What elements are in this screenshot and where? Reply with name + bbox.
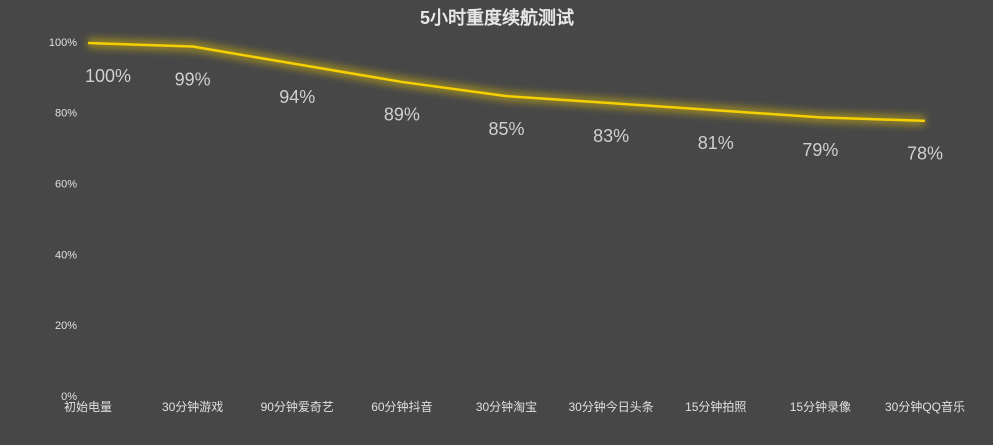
x-tick-label: 15分钟拍照 — [685, 399, 746, 414]
chart-title: 5小时重度续航测试 — [420, 7, 574, 28]
x-tick-label: 30分钟淘宝 — [476, 399, 537, 414]
value-label: 89% — [384, 105, 420, 125]
x-tick-label: 90分钟爱奇艺 — [261, 399, 334, 414]
value-label: 79% — [802, 140, 838, 160]
value-label: 83% — [593, 126, 629, 146]
x-tick-label: 初始电量 — [64, 400, 112, 414]
line — [87, 41, 926, 123]
value-label: 99% — [175, 69, 211, 89]
y-tick-label: 40% — [55, 249, 77, 261]
y-tick-label: 20% — [55, 320, 77, 332]
y-tick-label: 80% — [55, 108, 77, 120]
value-label: 85% — [488, 119, 524, 139]
value-label: 100% — [85, 66, 131, 86]
x-tick-label: 30分钟游戏 — [162, 399, 223, 414]
value-label: 81% — [698, 133, 734, 153]
x-tick-label: 30分钟QQ音乐 — [885, 399, 965, 414]
x-tick-label: 15分钟录像 — [790, 399, 851, 414]
x-tick-label: 30分钟今日头条 — [568, 399, 653, 414]
y-tick-label: 0% — [61, 391, 77, 403]
value-label: 78% — [907, 144, 943, 164]
y-tick-label: 60% — [55, 179, 77, 191]
line-glow — [87, 38, 926, 126]
y-tick-label: 100% — [49, 37, 77, 49]
x-tick-label: 60分钟抖音 — [371, 399, 432, 414]
value-label: 94% — [279, 87, 315, 107]
